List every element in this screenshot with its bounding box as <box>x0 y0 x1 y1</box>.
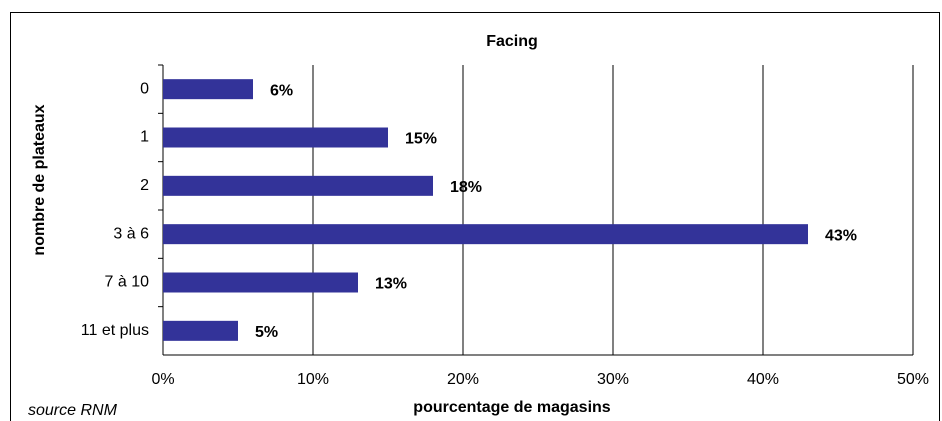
y-tick-label: 0 <box>140 80 149 97</box>
x-axis-title: pourcentage de magasins <box>413 399 610 416</box>
bar <box>163 224 808 245</box>
value-label: 43% <box>825 227 857 244</box>
value-label: 13% <box>375 276 407 293</box>
bar <box>163 320 238 341</box>
y-tick-label: 2 <box>140 177 149 194</box>
value-label: 18% <box>450 179 482 196</box>
bar <box>163 175 433 196</box>
y-tick-label: 1 <box>140 129 149 146</box>
chart-title: Facing <box>486 33 538 50</box>
value-label: 15% <box>405 131 437 148</box>
bar <box>163 272 358 293</box>
bar <box>163 79 253 100</box>
x-tick-label: 0% <box>151 371 174 388</box>
y-tick-label: 11 et plus <box>81 322 149 339</box>
x-tick-label: 40% <box>747 371 779 388</box>
x-tick-label: 10% <box>297 371 329 388</box>
x-tick-label: 20% <box>447 371 479 388</box>
x-tick-label: 50% <box>897 371 929 388</box>
source-note: source RNM <box>28 402 118 419</box>
x-tick-label: 30% <box>597 371 629 388</box>
y-tick-label: 3 à 6 <box>113 225 149 242</box>
bar <box>163 127 388 148</box>
y-tick-label: 7 à 10 <box>105 274 150 291</box>
value-label: 6% <box>270 82 293 99</box>
value-label: 5% <box>255 324 278 341</box>
chart-border <box>10 12 940 421</box>
y-axis-title: nombre de plateaux <box>31 104 48 255</box>
